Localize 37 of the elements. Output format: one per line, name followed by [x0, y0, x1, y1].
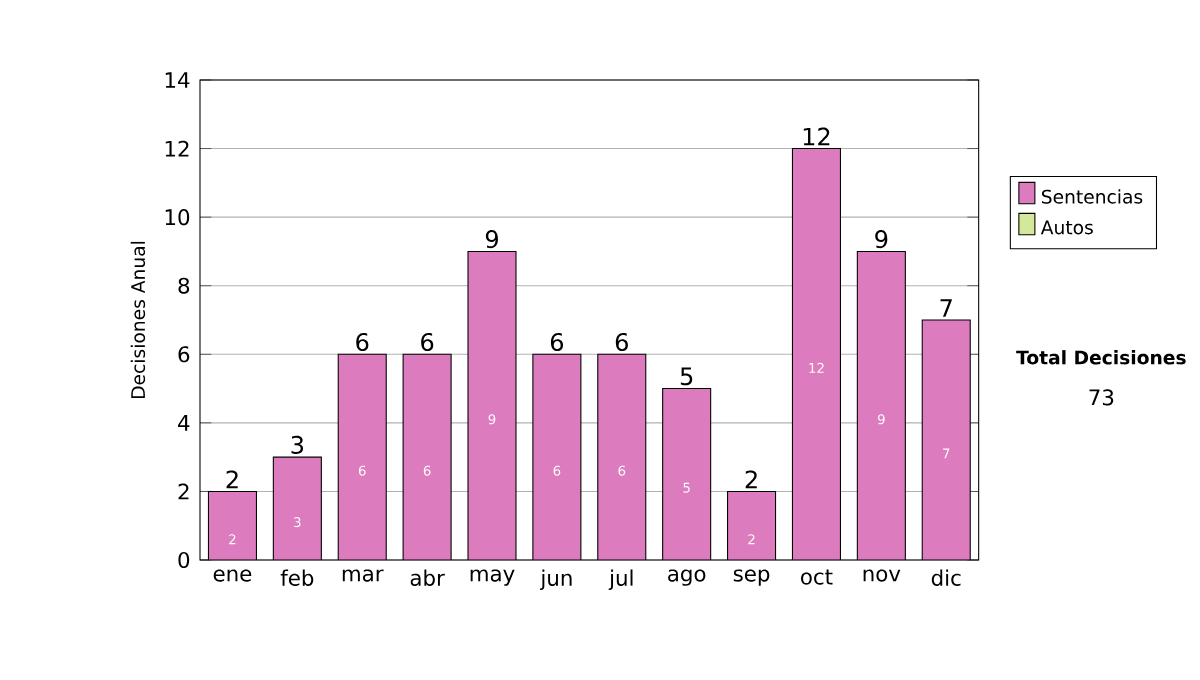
total-label: 9	[875, 230, 888, 249]
y-tick-label: 2	[178, 483, 189, 500]
total-label: 2	[226, 470, 238, 489]
x-tick-label: feb	[280, 569, 314, 586]
x-tick-label: mar	[342, 569, 384, 582]
x-tick-label: ene	[213, 569, 252, 582]
x-tick-label: dic	[931, 569, 961, 586]
y-tick-label: 0	[178, 551, 190, 569]
total-label: 6	[356, 332, 369, 352]
y-tick-label: 14	[165, 72, 190, 88]
x-tick-label: jul	[608, 569, 633, 591]
x-tick-label: nov	[863, 569, 901, 582]
total-label: 12	[803, 127, 830, 146]
text: Total Decisiones	[1016, 350, 1186, 365]
x-tick-label: oct	[801, 569, 833, 585]
y-axis-title: Decisiones Anual	[130, 241, 146, 398]
y-tick-label: 10	[165, 209, 190, 226]
total-label: 3	[291, 435, 304, 454]
total-label: 2	[745, 470, 757, 489]
total-label: 5	[680, 367, 693, 386]
legend-label: Sentencias	[1041, 189, 1143, 204]
y-tick-label: 4	[178, 415, 190, 431]
x-tick-label: abr	[410, 569, 445, 586]
x-tick-label: sep	[733, 569, 770, 586]
total-label: 6	[421, 332, 434, 352]
total-label: 6	[550, 332, 564, 352]
y-tick-label: 6	[178, 346, 190, 363]
total-label: 6	[615, 332, 628, 352]
total-label: 7	[940, 299, 952, 317]
y-tick-label: 12	[165, 140, 189, 157]
x-tick-label: ago	[668, 569, 706, 586]
total-label: 9	[485, 230, 498, 249]
legend-label: Autos	[1040, 220, 1093, 235]
x-tick-label: may	[470, 569, 515, 586]
y-tick-label: 8	[178, 277, 190, 294]
text: 73	[1089, 389, 1114, 406]
x-tick-label: jun	[540, 569, 572, 591]
